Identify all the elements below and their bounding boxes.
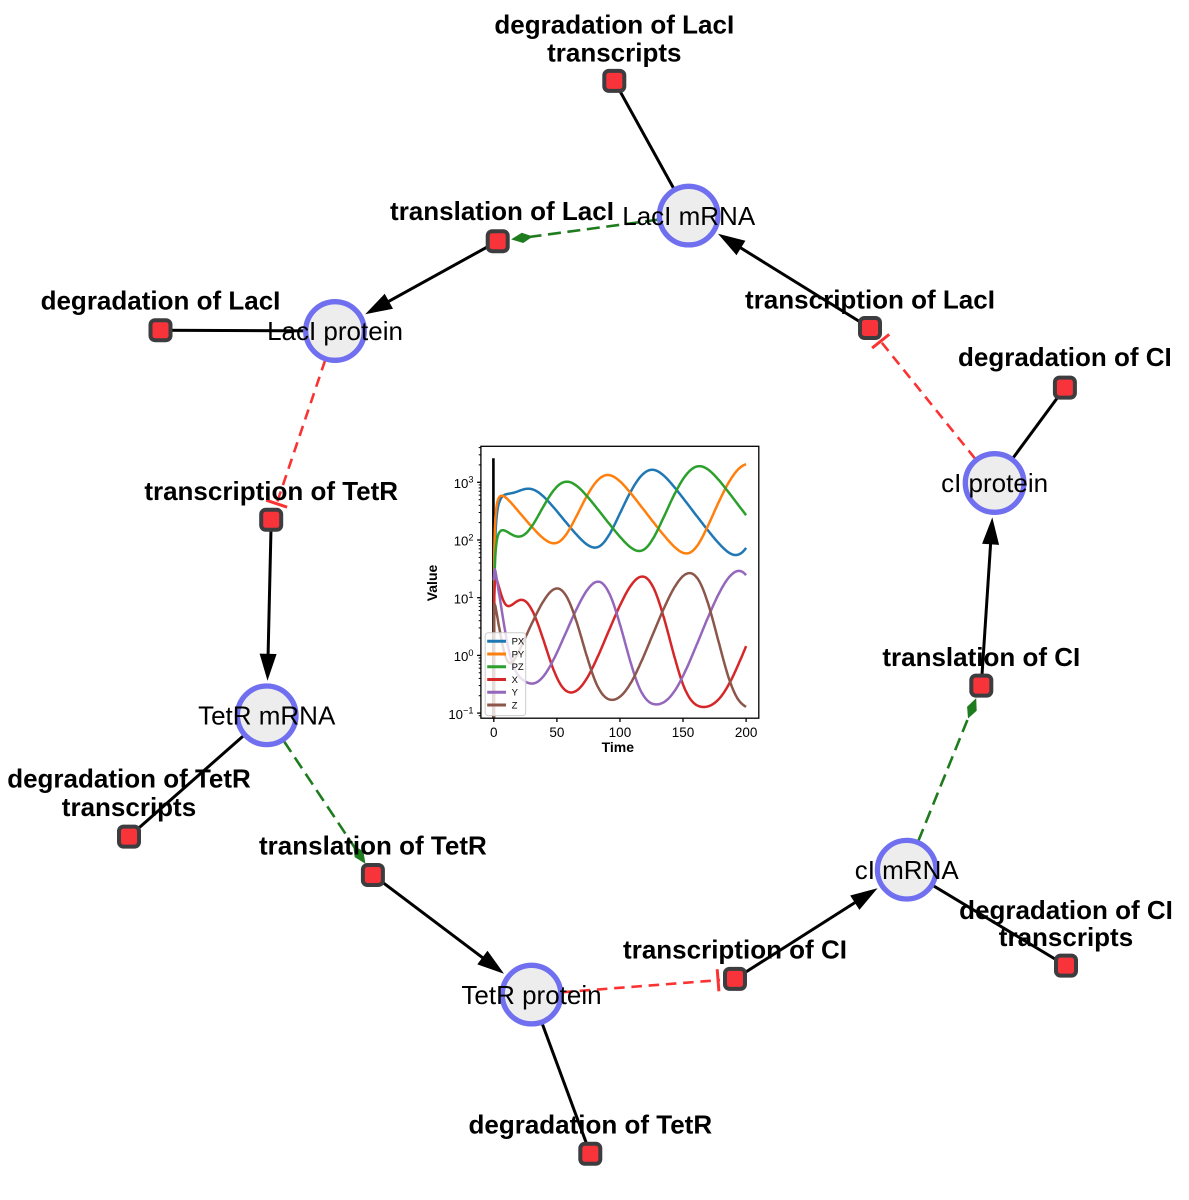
svg-text:PX: PX	[512, 637, 525, 648]
svg-text:degradation of CI: degradation of CI	[958, 342, 1172, 372]
svg-text:transcripts: transcripts	[999, 922, 1133, 952]
svg-text:degradation of TetR: degradation of TetR	[468, 1109, 712, 1139]
svg-text:200: 200	[735, 725, 758, 740]
svg-text:degradation of LacI: degradation of LacI	[494, 10, 734, 40]
svg-text:transcription of LacI: transcription of LacI	[745, 285, 995, 315]
svg-text:LacI mRNA: LacI mRNA	[622, 201, 756, 231]
svg-text:transcripts: transcripts	[547, 37, 681, 67]
svg-text:100: 100	[609, 725, 632, 740]
svg-text:PY: PY	[512, 649, 525, 660]
svg-text:TetR mRNA: TetR mRNA	[198, 701, 336, 731]
svg-text:LacI protein: LacI protein	[267, 316, 403, 346]
svg-text:transcription of TetR: transcription of TetR	[144, 476, 398, 506]
svg-text:transcripts: transcripts	[62, 792, 196, 822]
svg-text:50: 50	[549, 725, 564, 740]
svg-text:PZ: PZ	[512, 662, 524, 673]
svg-text:degradation of CI: degradation of CI	[959, 895, 1173, 925]
svg-text:cI mRNA: cI mRNA	[855, 855, 960, 885]
svg-text:TetR protein: TetR protein	[461, 980, 601, 1010]
svg-text:Time: Time	[602, 739, 635, 755]
svg-text:degradation of TetR: degradation of TetR	[7, 764, 251, 794]
svg-text:150: 150	[672, 725, 695, 740]
svg-text:degradation of LacI: degradation of LacI	[41, 286, 281, 316]
svg-text:translation of TetR: translation of TetR	[259, 831, 487, 861]
svg-text:Value: Value	[424, 565, 440, 602]
svg-text:0: 0	[490, 725, 498, 740]
svg-text:Z: Z	[512, 700, 518, 711]
svg-text:translation of LacI: translation of LacI	[390, 196, 614, 226]
svg-text:cI protein: cI protein	[941, 468, 1048, 498]
svg-text:translation of CI: translation of CI	[882, 642, 1080, 672]
svg-text:transcription of CI: transcription of CI	[623, 935, 847, 965]
svg-text:X: X	[512, 675, 519, 686]
svg-text:Y: Y	[512, 688, 519, 699]
